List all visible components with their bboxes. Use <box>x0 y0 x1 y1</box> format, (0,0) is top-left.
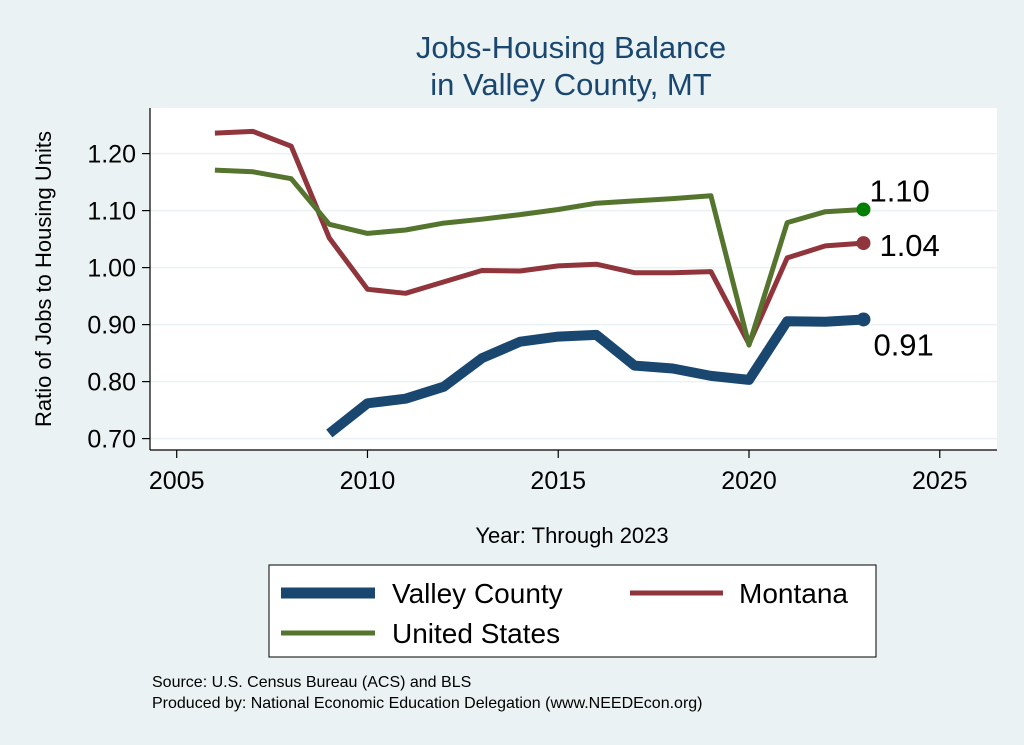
plot-area <box>150 108 997 450</box>
legend-box <box>268 564 877 658</box>
x-axis-title: Year: Through 2023 <box>475 523 668 548</box>
end-marker-united-states <box>856 202 871 217</box>
end-markers <box>856 202 871 327</box>
end-label-valley-county: 0.91 <box>873 327 933 362</box>
producer-note: Produced by: National Economic Education… <box>152 695 703 712</box>
y-axis-ticks: 0.70 0.80 0.90 1.00 1.10 1.20 <box>87 141 150 454</box>
chart-title-line-1: Jobs-Housing Balance <box>416 30 726 65</box>
end-marker-montana <box>856 236 871 251</box>
legend: Valley County Montana United States <box>268 564 877 658</box>
source-note: Source: U.S. Census Bureau (ACS) and BLS <box>152 674 471 691</box>
end-label-montana: 1.04 <box>879 228 939 263</box>
x-tick-label: 2015 <box>530 467 586 495</box>
legend-label-montana: Montana <box>739 578 848 609</box>
x-tick-label: 2025 <box>912 467 968 495</box>
x-tick-label: 2020 <box>721 467 777 495</box>
y-tick-label: 1.00 <box>87 255 136 283</box>
series-lines <box>214 128 864 438</box>
y-axis-title: Ratio of Jobs to Housing Units <box>31 131 56 427</box>
y-tick-label: 1.20 <box>87 141 136 169</box>
end-label-united-states: 1.10 <box>869 173 929 208</box>
y-tick-label: 1.10 <box>87 198 136 226</box>
y-tick-label: 0.90 <box>87 312 136 340</box>
legend-label-united-states: United States <box>392 618 560 649</box>
x-axis-ticks: 2005 2010 2015 2020 2025 <box>149 450 968 495</box>
chart-title-line-2: in Valley County, MT <box>430 67 711 102</box>
y-tick-label: 0.70 <box>87 426 136 454</box>
end-marker-valley-county <box>856 312 871 327</box>
legend-label-valley-county: Valley County <box>392 578 563 609</box>
x-tick-label: 2005 <box>149 467 205 495</box>
end-labels: 0.91 1.04 1.10 <box>869 173 939 362</box>
y-tick-label: 0.80 <box>87 369 136 397</box>
series-line-valley-county <box>326 314 864 438</box>
series-line-united-states <box>214 167 864 348</box>
x-tick-label: 2010 <box>340 467 396 495</box>
axes <box>149 108 997 451</box>
